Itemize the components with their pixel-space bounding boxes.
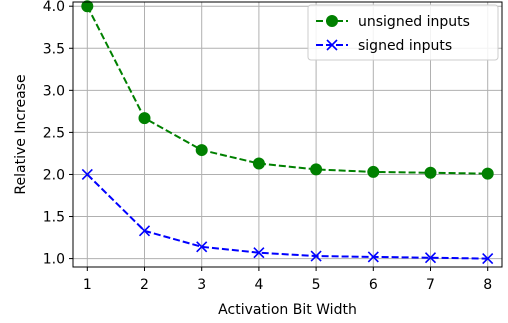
data-point — [138, 225, 151, 237]
series-line — [86, 5, 488, 175]
legend-label: signed inputs — [358, 38, 452, 54]
x-tick-label: 4 — [254, 277, 263, 293]
series-1 — [81, 0, 494, 180]
data-point — [310, 163, 323, 176]
data-point — [367, 251, 379, 263]
y-tick-label: 3.0 — [43, 83, 65, 99]
legend-entry: unsigned inputs — [316, 14, 470, 30]
x-tick-label: 7 — [426, 277, 435, 293]
data-point — [367, 165, 380, 178]
y-tick-label: 3.5 — [43, 41, 65, 57]
data-point — [196, 241, 208, 253]
x-tick-label: 8 — [483, 277, 492, 293]
legend: unsigned inputs signed inputs — [307, 4, 499, 61]
legend-label: unsigned inputs — [358, 14, 470, 30]
data-point — [81, 168, 93, 181]
data-point — [195, 144, 208, 157]
y-tick-label: 1.0 — [43, 252, 65, 268]
data-point — [138, 112, 151, 125]
legend-entry: signed inputs — [316, 38, 452, 54]
x-tick-label: 6 — [369, 277, 378, 293]
y-tick-label: 4.0 — [43, 0, 65, 15]
data-point — [481, 167, 494, 180]
x-tick-label: 1 — [83, 277, 92, 293]
axis-ticks: 1 2 3 4 5 6 7 8 1.0 1.5 2.0 2.5 3.0 3.5 4.0 — [43, 0, 492, 293]
series-line — [86, 173, 488, 260]
plot-frame — [72, 1, 503, 268]
series-2 — [81, 168, 494, 265]
data-point — [253, 247, 265, 259]
legend-marker — [326, 15, 338, 27]
legend-box — [307, 4, 499, 61]
x-axis-label: Activation Bit Width — [218, 302, 357, 318]
y-tick-label: 1.5 — [43, 210, 65, 226]
x-tick-label: 3 — [197, 277, 206, 293]
data-point — [424, 166, 437, 179]
data-point — [252, 157, 265, 170]
x-tick-label: 2 — [140, 277, 149, 293]
y-tick-label: 2.5 — [43, 125, 65, 141]
y-tick-label: 2.0 — [43, 167, 65, 183]
data-point — [482, 253, 494, 265]
data-point — [310, 250, 322, 262]
data-point — [81, 0, 94, 13]
x-tick-label: 5 — [312, 277, 321, 293]
legend-marker — [326, 39, 338, 51]
data-point — [424, 252, 437, 264]
y-axis-label: Relative Increase — [13, 74, 29, 194]
series-layer — [81, 0, 494, 265]
